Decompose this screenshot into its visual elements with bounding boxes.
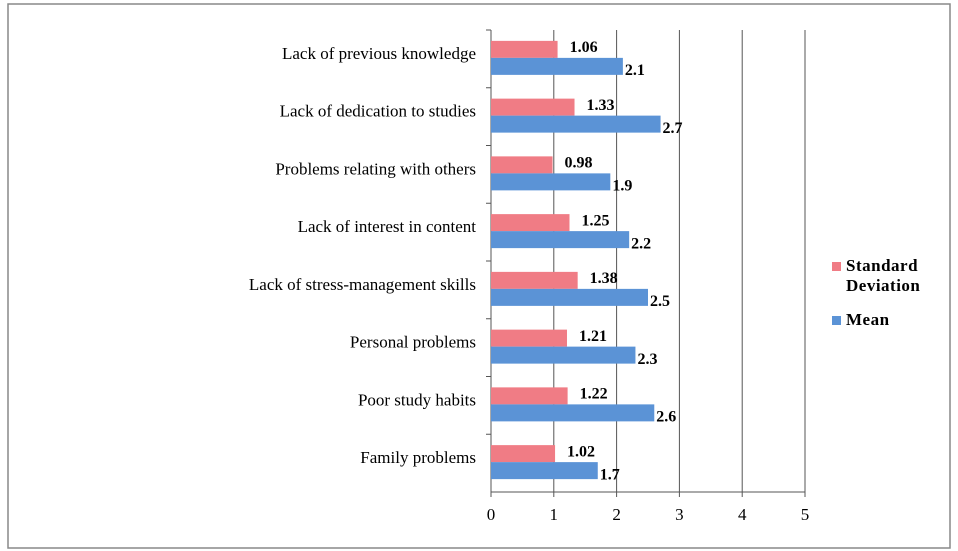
x-tick-label: 2 xyxy=(612,505,621,524)
value-label: 2.6 xyxy=(656,409,676,426)
bar xyxy=(491,271,578,289)
legend-label: Standard Deviation xyxy=(846,256,921,295)
bar xyxy=(491,57,623,75)
bar xyxy=(491,173,611,191)
legend-item: Standard Deviation xyxy=(830,256,950,296)
x-tick-label: 0 xyxy=(487,505,496,524)
x-tick-label: 1 xyxy=(550,505,559,524)
legend: Standard Deviation Mean xyxy=(830,256,950,344)
value-label: 2.1 xyxy=(625,62,645,79)
y-tick-label: Poor study habits xyxy=(358,390,476,409)
legend-swatch xyxy=(832,316,841,325)
value-label: 2.2 xyxy=(631,235,651,252)
bar xyxy=(491,387,568,405)
bar xyxy=(491,40,558,58)
y-tick-label: Lack of dedication to studies xyxy=(280,102,476,121)
y-tick-label: Problems relating with others xyxy=(275,159,476,178)
value-label: 1.25 xyxy=(582,212,610,229)
y-tick-label: Family problems xyxy=(360,448,476,467)
value-label: 2.7 xyxy=(663,120,683,137)
bar xyxy=(491,404,655,422)
legend-label: Mean xyxy=(846,310,890,329)
y-tick-label: Personal problems xyxy=(350,333,476,352)
x-tick-label: 4 xyxy=(738,505,747,524)
bar xyxy=(491,329,567,347)
bar xyxy=(491,115,661,133)
value-label: 0.98 xyxy=(565,155,593,172)
value-label: 1.02 xyxy=(567,443,595,460)
y-tick-label: Lack of previous knowledge xyxy=(282,44,476,63)
bar xyxy=(491,214,570,232)
legend-swatch xyxy=(832,262,841,271)
value-label: 1.38 xyxy=(590,270,618,287)
bar xyxy=(491,462,598,480)
value-label: 1.06 xyxy=(570,39,598,56)
bar xyxy=(491,288,648,306)
y-tick-label: Lack of stress-management skills xyxy=(249,275,476,294)
x-tick-label: 5 xyxy=(801,505,810,524)
x-tick-label: 3 xyxy=(675,505,684,524)
bar xyxy=(491,346,636,364)
bar xyxy=(491,156,553,174)
y-tick-label: Lack of interest in content xyxy=(298,217,477,236)
bar xyxy=(491,445,556,463)
bar xyxy=(491,98,575,116)
bar xyxy=(491,231,630,249)
value-label: 1.9 xyxy=(612,178,632,195)
value-label: 1.33 xyxy=(587,97,615,114)
frame xyxy=(7,3,951,549)
value-label: 2.3 xyxy=(637,351,657,368)
value-label: 1.22 xyxy=(580,386,608,403)
value-label: 2.5 xyxy=(650,293,670,310)
value-label: 1.21 xyxy=(579,328,607,345)
value-label: 1.7 xyxy=(600,466,620,483)
legend-item: Mean xyxy=(830,310,950,330)
